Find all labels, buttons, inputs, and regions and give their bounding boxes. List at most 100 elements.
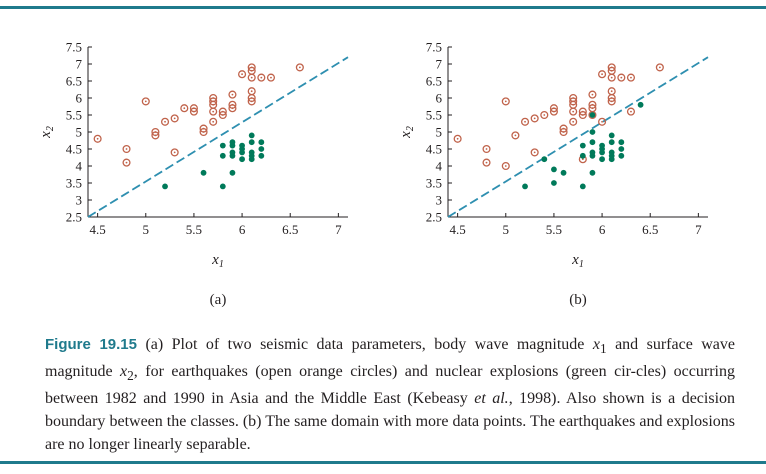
earthquake-point — [482, 144, 491, 154]
earthquake-point-center — [202, 131, 205, 133]
earthquake-point — [209, 117, 218, 126]
explosion-point — [599, 156, 605, 163]
y-axis-label-main: x — [398, 131, 414, 139]
y-axis-label: x2 — [398, 126, 416, 139]
explosion-point — [608, 139, 615, 146]
caption-italic: x — [592, 336, 600, 353]
explosion-point — [219, 152, 226, 159]
earthquake-point — [626, 107, 636, 116]
explosion-point — [248, 139, 255, 146]
caption-subscript: 2 — [127, 368, 134, 384]
y-tick-label: 5.5 — [66, 108, 82, 123]
earthquake-point-center — [553, 110, 555, 113]
explosion-point — [219, 183, 226, 190]
earthquake-point — [511, 131, 520, 140]
explosion-point — [248, 132, 255, 139]
earthquake-point-center — [572, 103, 575, 106]
scatter-plot-b: 2.533.544.555.566.577.54.5 5 5.5 6 6.5 7x1x2(… — [398, 40, 709, 308]
explosion-point — [258, 146, 265, 152]
earthquake-point-center — [260, 76, 263, 79]
explosion-point — [551, 180, 557, 186]
earthquake-point — [295, 63, 304, 72]
earthquake-point-center — [456, 137, 459, 140]
explosion-point — [637, 101, 644, 108]
earthquake-point-center — [620, 76, 623, 79]
earthquake-point-center — [212, 110, 215, 113]
y-tick-label: 5.5 — [426, 108, 442, 123]
earthquake-point — [170, 114, 179, 123]
earthquake-point-center — [193, 110, 195, 113]
earthquake-point — [626, 73, 636, 82]
explosion-point — [618, 139, 625, 146]
earthquake-point-center — [221, 114, 224, 116]
earthquake-point-center — [543, 114, 546, 116]
earthquake-point — [578, 110, 587, 120]
explosion-point — [258, 139, 265, 146]
x-tick-label: 5 — [143, 222, 150, 237]
explosion-point — [229, 142, 236, 149]
earthquake-point — [228, 104, 237, 113]
earthquake-point — [530, 114, 539, 123]
y-axis-label-sub: 2 — [405, 126, 416, 131]
y-axis-label-sub: 2 — [45, 126, 56, 131]
earthquake-point-center — [610, 90, 613, 93]
y-axis-label-main: x — [38, 131, 54, 139]
explosion-point — [248, 156, 255, 163]
earthquake-point — [170, 148, 179, 157]
y-tick-label: 3 — [436, 193, 443, 208]
explosion-point — [589, 139, 596, 146]
earthquake-point-center — [533, 117, 536, 120]
earthquake-point — [569, 117, 578, 126]
caption-fragment: , for earthquakes (open orange circles) … — [45, 362, 735, 407]
earthquake-point-center — [601, 73, 603, 76]
x-tick-label: 6.5 — [282, 222, 298, 237]
figure-caption: Figure 19.15 (a) Plot of two seismic dat… — [45, 334, 735, 456]
earthquake-point-center — [562, 131, 565, 133]
earthquake-point-center — [173, 151, 176, 154]
earthquake-point — [199, 127, 208, 137]
earthquake-point-center — [581, 114, 584, 116]
earthquake-point-center — [96, 137, 99, 140]
explosion-point — [258, 152, 265, 159]
x-tick-label: 6 — [599, 222, 606, 237]
explosion-point — [200, 169, 207, 176]
earthquake-point — [247, 97, 256, 106]
earthquake-point — [598, 117, 607, 126]
earthquake-point — [540, 110, 549, 120]
earthquake-point-center — [601, 120, 603, 123]
decision-boundary-line — [87, 56, 349, 218]
explosion-point — [608, 156, 615, 163]
y-tick-label: 7 — [436, 57, 443, 72]
explosion-point — [541, 156, 548, 163]
explosion-point — [239, 156, 245, 163]
earthquake-point-center — [183, 107, 186, 110]
y-tick-label: 7.5 — [66, 40, 82, 55]
y-tick-label: 2.5 — [66, 210, 82, 225]
earthquake-point — [122, 144, 131, 154]
explosion-point — [229, 152, 236, 159]
explosion-point — [618, 152, 625, 159]
earthquake-point-center — [581, 158, 584, 161]
y-tick-label: 6.5 — [426, 74, 442, 89]
earthquake-point-center — [504, 100, 507, 103]
earthquake-point-center — [514, 134, 517, 137]
explosion-point — [589, 129, 596, 135]
y-tick-label: 6 — [436, 91, 443, 106]
y-tick-label: 4 — [76, 159, 83, 174]
earthquake-point-center — [241, 73, 243, 76]
earthquake-point — [141, 97, 150, 106]
x-axis-label-main: x — [211, 252, 219, 268]
earthquake-point-center — [485, 148, 488, 150]
x-tick-label: 5 — [503, 222, 510, 237]
scatter-plot-a: 2.533.544.555.566.577.54.5 5 5.5 6 6.5 7x1x2(… — [38, 40, 349, 308]
earthquake-point-center — [212, 103, 215, 106]
bottom-rule — [0, 461, 766, 464]
earthquake-point-center — [610, 100, 613, 103]
earthquake-point — [189, 107, 198, 116]
earthquake-point-center — [212, 120, 215, 123]
earthquake-point-center — [250, 100, 253, 103]
earthquake-point — [93, 134, 102, 143]
earthquake-point-center — [591, 93, 594, 96]
explosion-point — [608, 132, 615, 139]
earthquake-point — [598, 70, 607, 79]
